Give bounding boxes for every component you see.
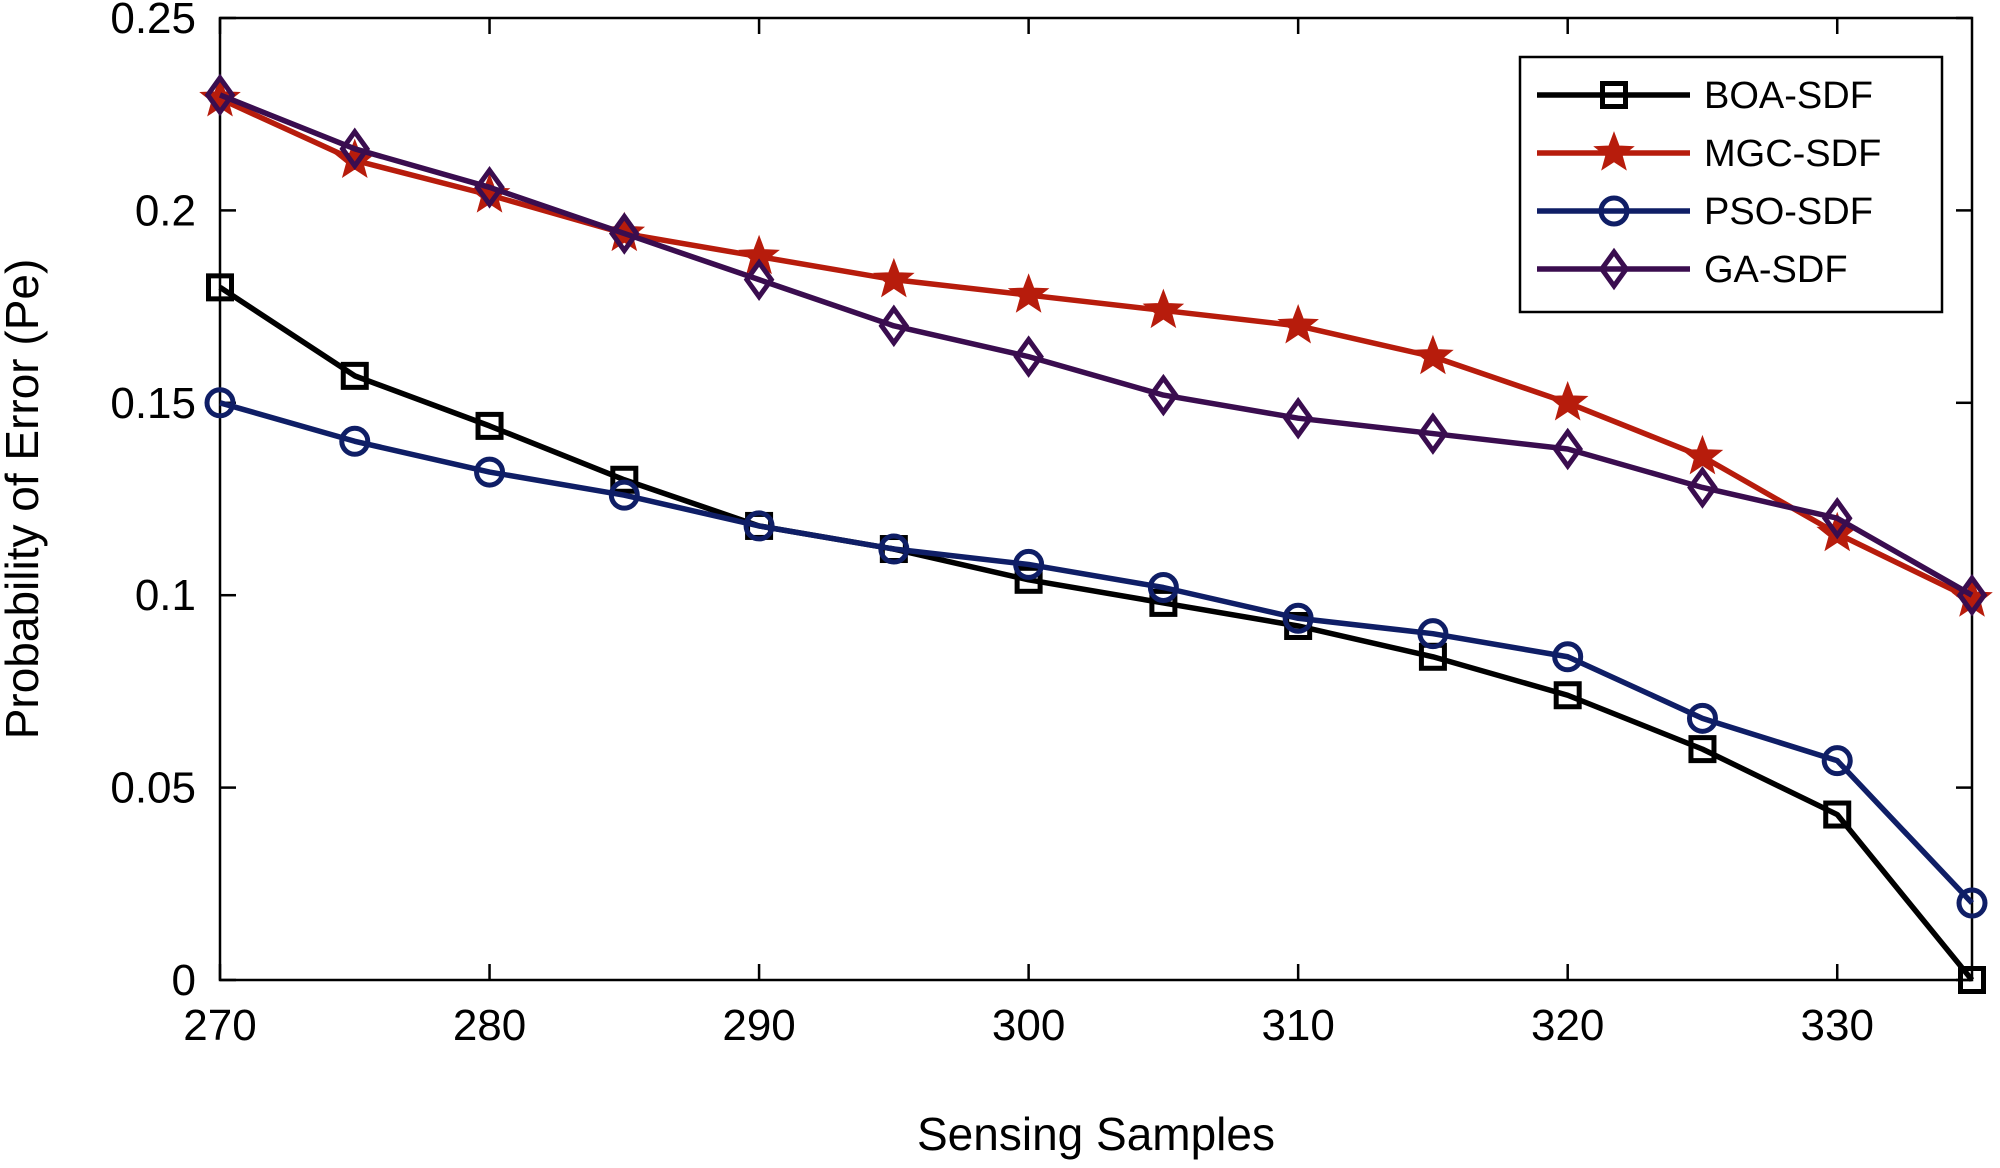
legend-label: GA-SDF xyxy=(1704,249,1848,291)
data-point-boa-sdf xyxy=(340,361,369,390)
data-point-boa-sdf xyxy=(1149,588,1178,617)
y-tick-label: 0.15 xyxy=(110,379,196,428)
series-line-boa-sdf xyxy=(218,285,1975,982)
x-tick-label: 290 xyxy=(722,1001,795,1050)
data-point-ga-sdf xyxy=(1687,466,1718,509)
data-point-ga-sdf xyxy=(608,212,640,255)
legend-label: MGC-SDF xyxy=(1704,133,1881,175)
data-point-boa-sdf xyxy=(610,465,639,494)
axis-tick-labels: 270 280 290 300 310 320 330 0 0.05 0.1 0.15 0.2 0.25 xyxy=(110,0,1874,1050)
data-point-ga-sdf xyxy=(1148,373,1179,417)
legend-label: BOA-SDF xyxy=(1704,75,1873,117)
data-point-ga-sdf xyxy=(1552,427,1584,471)
data-point-boa-sdf xyxy=(1553,681,1582,710)
data-point-mgc-sdf xyxy=(1142,288,1185,329)
legend-marker-boa-sdf xyxy=(1600,81,1628,109)
x-tick-label: 310 xyxy=(1261,1001,1334,1050)
data-point-pso-sdf xyxy=(1686,702,1718,734)
data-point-mgc-sdf xyxy=(1277,303,1319,344)
data-point-pso-sdf xyxy=(1282,602,1314,634)
data-point-pso-sdf xyxy=(204,387,236,419)
data-point-pso-sdf xyxy=(1417,618,1449,650)
data-point-mgc-sdf xyxy=(873,257,915,298)
y-tick-label: 0.25 xyxy=(110,0,196,43)
data-point-ga-sdf xyxy=(1417,412,1449,455)
data-point-boa-sdf xyxy=(1014,565,1043,594)
data-point-ga-sdf xyxy=(1956,573,1988,617)
x-tick-label: 320 xyxy=(1531,1001,1604,1050)
series-line-mgc-sdf xyxy=(218,96,1974,602)
data-point-ga-sdf xyxy=(1013,335,1044,378)
data-point-boa-sdf xyxy=(1823,800,1852,829)
x-tick-label: 270 xyxy=(183,1001,256,1050)
data-point-mgc-sdf xyxy=(1007,273,1050,313)
data-point-pso-sdf xyxy=(1956,887,1988,919)
data-point-ga-sdf xyxy=(1821,496,1853,540)
data-point-ga-sdf xyxy=(204,73,236,117)
y-tick-label: 0.1 xyxy=(135,571,196,620)
legend-marker-ga-sdf xyxy=(1598,247,1630,291)
data-point-boa-sdf xyxy=(475,411,504,440)
data-point-ga-sdf xyxy=(878,304,910,348)
data-point-ga-sdf xyxy=(339,127,371,171)
series-layer xyxy=(199,73,1993,994)
data-point-pso-sdf xyxy=(1821,745,1853,777)
data-point-boa-sdf xyxy=(206,273,234,302)
data-point-pso-sdf xyxy=(474,456,506,488)
data-point-mgc-sdf xyxy=(1546,380,1589,421)
series-line-ga-sdf xyxy=(218,92,1974,598)
data-point-pso-sdf xyxy=(1013,548,1045,580)
x-tick-label: 300 xyxy=(992,1001,1065,1050)
data-point-pso-sdf xyxy=(339,425,371,457)
legend-label: PSO-SDF xyxy=(1704,191,1873,233)
data-point-ga-sdf xyxy=(743,258,775,301)
data-point-boa-sdf xyxy=(1688,735,1717,764)
x-tick-label: 330 xyxy=(1801,1001,1874,1050)
series-ga-sdf xyxy=(204,73,1988,617)
series-pso-sdf xyxy=(204,387,1988,919)
legend-marker-pso-sdf xyxy=(1598,195,1630,227)
data-point-mgc-sdf xyxy=(1412,334,1454,375)
legend-marker-mgc-sdf xyxy=(1593,131,1635,171)
data-point-mgc-sdf xyxy=(1681,434,1724,475)
data-point-pso-sdf xyxy=(743,510,775,542)
x-axis-title: Sensing Samples xyxy=(917,1108,1275,1160)
data-point-pso-sdf xyxy=(1147,572,1179,604)
data-point-pso-sdf xyxy=(1552,641,1584,673)
series-line-pso-sdf xyxy=(219,400,1974,905)
legend: BOA-SDF MGC-SDF PSO-SDF GA-SDF xyxy=(1518,55,1944,314)
data-point-pso-sdf xyxy=(608,479,640,511)
x-tick-label: 280 xyxy=(453,1001,526,1050)
data-point-ga-sdf xyxy=(1282,396,1314,440)
y-axis-title: Probability of Error (Pe) xyxy=(0,259,48,740)
data-point-ga-sdf xyxy=(474,166,505,209)
y-tick-label: 0 xyxy=(172,956,196,1005)
data-point-boa-sdf xyxy=(1958,966,1986,994)
y-tick-label: 0.05 xyxy=(110,764,196,813)
y-tick-label: 0.2 xyxy=(135,186,196,235)
data-point-pso-sdf xyxy=(878,533,910,565)
